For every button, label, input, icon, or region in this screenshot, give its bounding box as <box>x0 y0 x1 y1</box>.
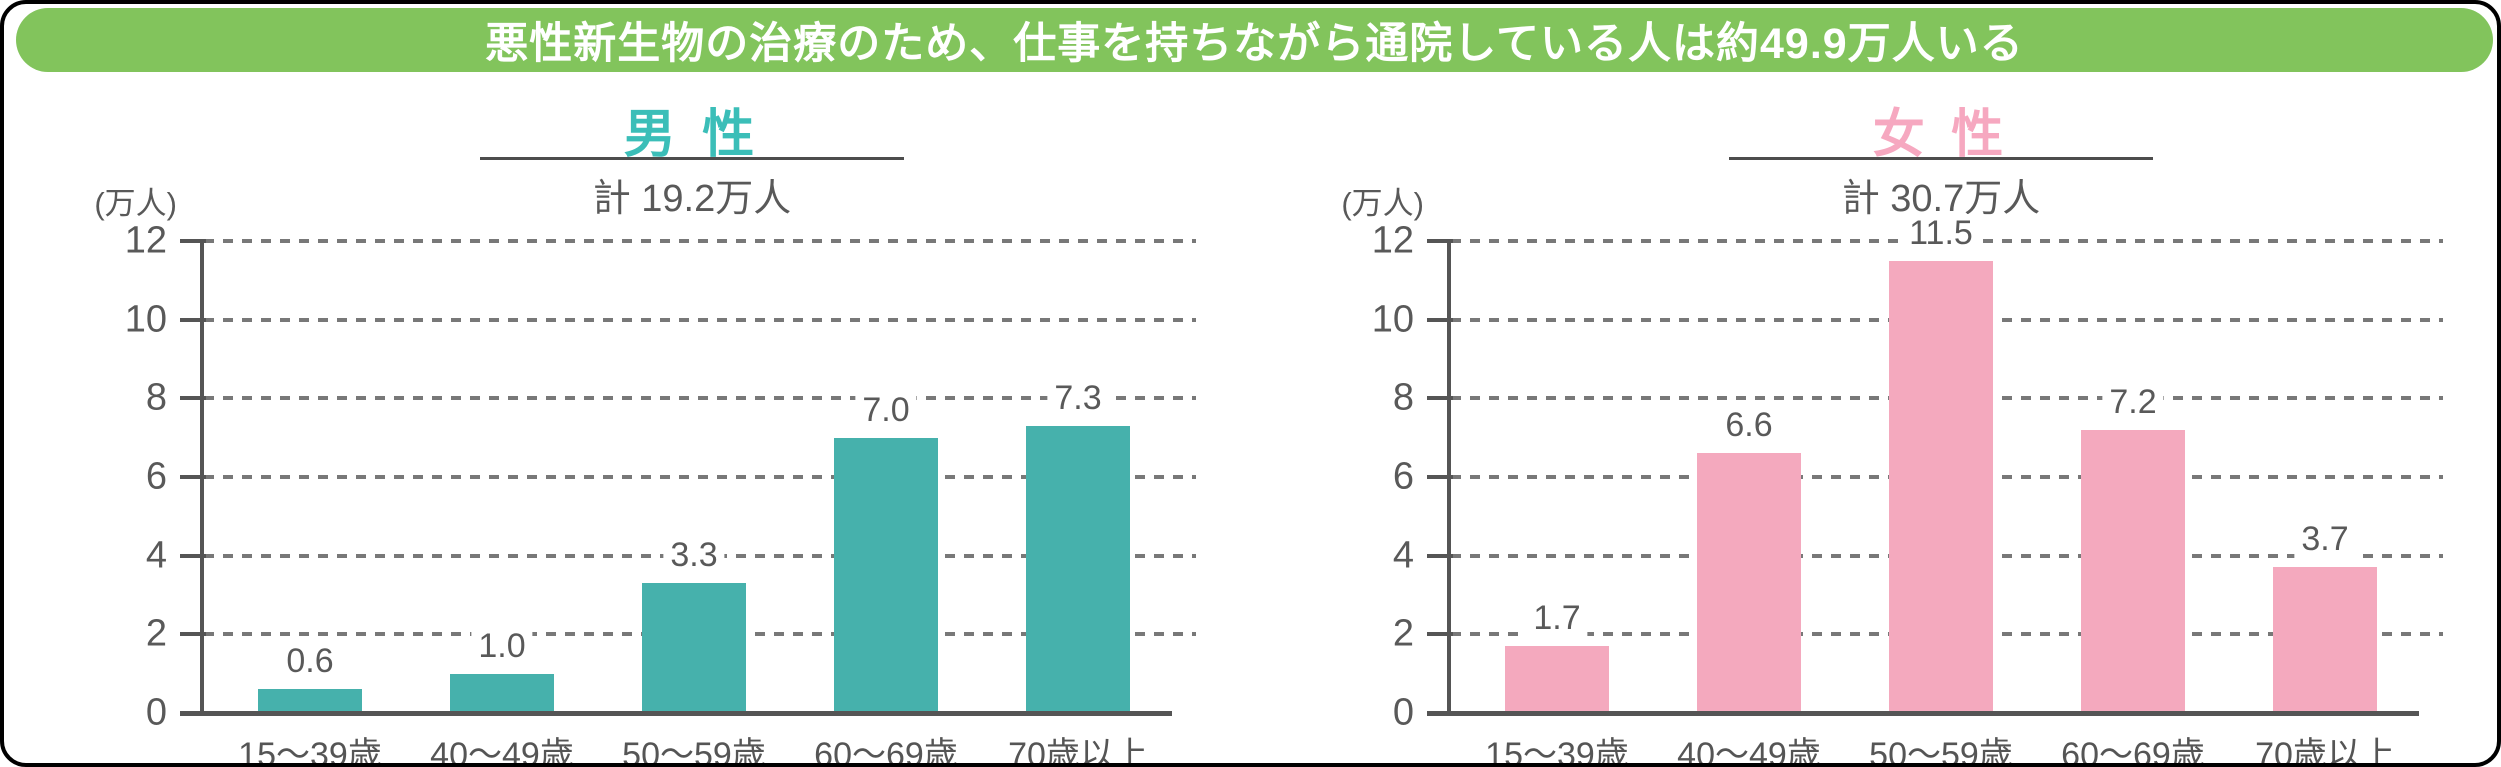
male-total-label: 計 19.2万人 <box>592 178 792 220</box>
male-plot-area: 0 2 4 6 8 10 12 0.6 15〜39歳 1.0 40〜49歳 3.3 50〜59歳 7.0 6… <box>125 220 1196 763</box>
male-bar-0 <box>258 689 362 713</box>
male-grid-line-10 <box>204 317 1196 322</box>
male-bar-value-4: 7.3 <box>1047 378 1109 418</box>
male-bar-4 <box>1026 425 1130 713</box>
female-y-axis-line <box>1447 241 1451 715</box>
male-grid-line-6 <box>204 475 1196 479</box>
male-y-tick-label-0: 0 <box>145 691 167 734</box>
female-title-underline <box>1729 157 2153 160</box>
male-y-tick-label-6: 6 <box>145 455 167 498</box>
female-y-tick-label-2: 2 <box>1392 612 1414 655</box>
female-y-tick-label-12: 12 <box>1371 219 1414 262</box>
male-bar-3 <box>834 437 938 713</box>
female-plot-area: 0 2 4 6 8 10 12 1.7 15〜39歳 6.6 40〜49歳 11.5 50〜59歳 7.2… <box>1372 213 2443 763</box>
female-bar-value-2: 11.5 <box>1902 213 1980 253</box>
female-bar-1 <box>1697 453 1801 713</box>
male-y-tick-mark-4 <box>180 553 206 558</box>
female-y-tick-label-4: 4 <box>1392 534 1414 577</box>
female-x-label-3: 60〜69歳 <box>2061 736 2205 767</box>
female-bar-0 <box>1505 646 1609 713</box>
male-y-tick-label-2: 2 <box>145 612 167 655</box>
headline-banner: 悪性新生物の治療のため、仕事を持ちながら通院している人は約49.9万人いる <box>16 8 2493 72</box>
female-x-label-2: 50〜59歳 <box>1869 736 2013 767</box>
female-bar-value-4: 3.7 <box>2294 520 2356 560</box>
female-unit-label: (万人) <box>1341 186 1424 221</box>
female-y-tick-mark-8 <box>1427 396 1453 401</box>
male-bar-value-3: 7.0 <box>855 390 917 430</box>
male-y-tick-label-10: 10 <box>124 298 167 341</box>
male-grid-line-12 <box>204 239 1196 243</box>
male-bar-value-1: 1.0 <box>471 626 533 666</box>
female-y-tick-label-6: 6 <box>1392 455 1414 498</box>
female-bar-2 <box>1889 260 1993 713</box>
male-x-label-2: 50〜59歳 <box>622 736 766 767</box>
female-y-tick-mark-4 <box>1427 553 1453 558</box>
male-y-tick-mark-12 <box>180 239 206 243</box>
male-y-tick-mark-2 <box>180 632 206 637</box>
male-y-axis-line <box>200 241 204 715</box>
male-y-tick-label-12: 12 <box>124 219 167 262</box>
female-y-tick-mark-12 <box>1427 239 1453 243</box>
female-y-tick-mark-10 <box>1427 317 1453 322</box>
female-y-tick-mark-2 <box>1427 632 1453 637</box>
female-bar-3 <box>2081 429 2185 713</box>
female-x-label-0: 15〜39歳 <box>1485 736 1629 767</box>
male-grid-line-8 <box>204 396 1196 401</box>
male-x-label-1: 40〜49歳 <box>430 736 574 767</box>
male-bar-1 <box>450 673 554 713</box>
male-x-label-0: 15〜39歳 <box>238 736 382 767</box>
male-bar-2 <box>642 583 746 713</box>
female-bar-value-0: 1.7 <box>1526 599 1588 639</box>
male-x-axis-line <box>180 711 1172 716</box>
female-x-label-1: 40〜49歳 <box>1677 736 1821 767</box>
female-chart-title: 女 性 <box>1872 106 2010 164</box>
male-unit-label: (万人) <box>94 186 177 221</box>
male-y-tick-mark-10 <box>180 317 206 322</box>
female-bar-value-3: 7.2 <box>2102 382 2164 422</box>
male-x-label-3: 60〜69歳 <box>814 736 958 767</box>
headline-text: 悪性新生物の治療のため、仕事を持ちながら通院している人は約49.9万人いる <box>485 20 2024 68</box>
male-bar-value-2: 3.3 <box>663 536 725 576</box>
male-title-underline <box>480 157 904 160</box>
female-x-axis-line <box>1427 711 2419 716</box>
male-y-tick-mark-8 <box>180 396 206 401</box>
female-y-tick-label-8: 8 <box>1392 376 1414 419</box>
female-bar-4 <box>2273 567 2377 713</box>
female-y-tick-label-0: 0 <box>1392 691 1414 734</box>
female-x-label-4: 70歳以上 <box>2255 736 2395 767</box>
male-y-tick-mark-6 <box>180 475 206 479</box>
female-y-tick-mark-6 <box>1427 475 1453 479</box>
male-x-label-4: 70歳以上 <box>1008 736 1148 767</box>
female-y-tick-label-10: 10 <box>1371 298 1414 341</box>
male-chart-title: 男 性 <box>623 106 761 164</box>
male-y-tick-label-8: 8 <box>145 376 167 419</box>
female-total-label: 計 30.7万人 <box>1841 178 2041 220</box>
female-bar-value-1: 6.6 <box>1718 406 1780 446</box>
male-bar-value-0: 0.6 <box>279 642 341 682</box>
male-y-tick-label-4: 4 <box>145 534 167 577</box>
